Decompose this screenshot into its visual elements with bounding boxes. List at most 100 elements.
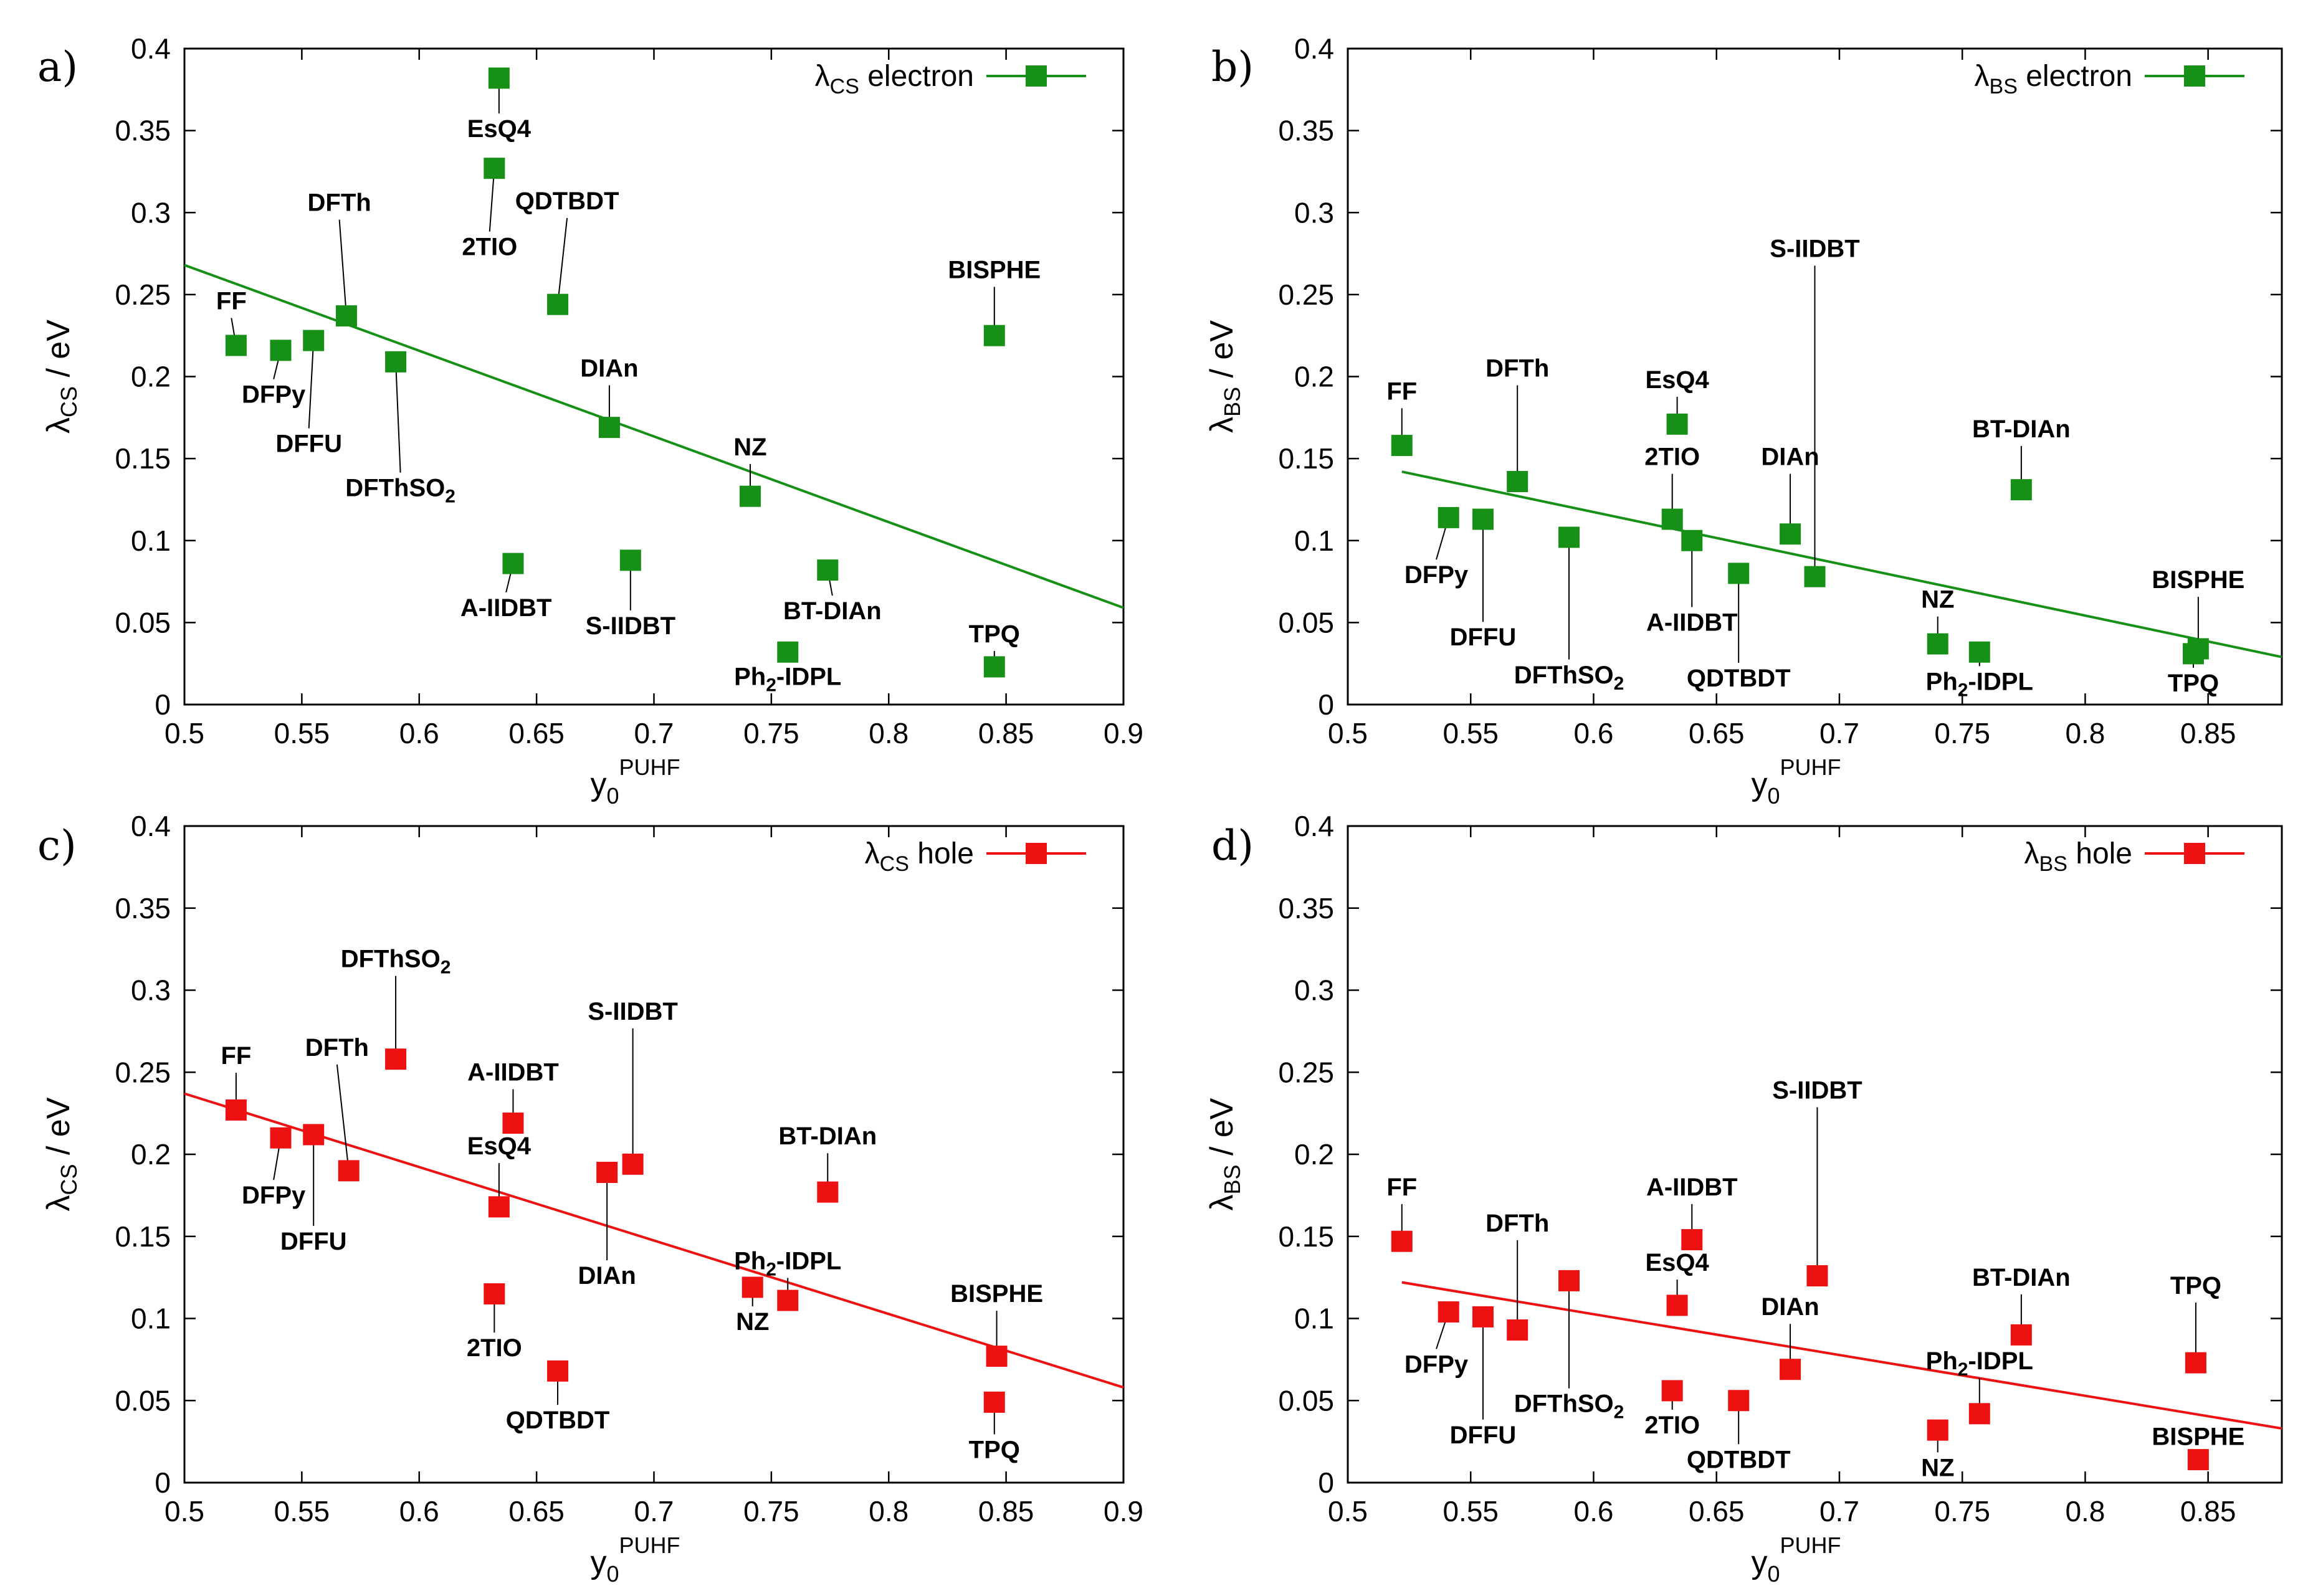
point-label-dfthso2: DFThSO2	[1514, 662, 1624, 694]
x-axis-label: y0PUHF	[1751, 1532, 1841, 1587]
point-label-bt-dian: BT-DIAn	[1972, 416, 2071, 443]
point-label-2tio: 2TIO	[1644, 1412, 1700, 1439]
y-tick-label: 0.15	[115, 442, 171, 475]
point-label-a-iidbt: A-IIDBT	[460, 594, 552, 622]
y-axis-label: λBS / eV	[1204, 320, 1245, 433]
y-tick-label: 0.3	[1294, 974, 1334, 1007]
point-bisphe	[983, 325, 1005, 346]
point-qdtbdt	[547, 293, 569, 315]
point-s-iidbt	[1804, 566, 1826, 587]
point-label-s-iidbt: S-IIDBT	[1772, 1076, 1862, 1104]
panel-label: b)	[1211, 43, 1254, 91]
panel-label: c)	[37, 822, 77, 870]
chart-panel-4: d) 0.5 0.55 0.6 0.65 0.7 0.75 0.8 0.85 0 0.05 0.1 0.…	[1204, 810, 2283, 1587]
point-s-iidbt	[619, 549, 641, 571]
point-label-ph2-idpl: Ph2-IDPL	[1926, 1347, 2033, 1380]
point-ff	[225, 335, 247, 356]
y-tick-label: 0.2	[131, 1138, 171, 1171]
point-label-dfpy: DFPy	[242, 381, 306, 409]
point-label-nz: NZ	[733, 434, 766, 461]
point-label-ff: FF	[221, 1042, 251, 1070]
point-2tio	[484, 158, 505, 179]
point-label-dian: DIAn	[1761, 1293, 1819, 1321]
point-label-esq4: EsQ4	[467, 115, 532, 143]
legend-marker	[1026, 843, 1047, 864]
point-dfthso2	[385, 1048, 407, 1070]
point-label-dfth: DFTh	[305, 1034, 369, 1062]
x-axis-label: y0PUHF	[590, 754, 680, 809]
x-tick-label: 0.9	[1104, 717, 1143, 749]
point-a-iidbt	[1681, 1229, 1703, 1251]
point-2tio	[1661, 508, 1683, 530]
point-esq4	[488, 1196, 510, 1218]
point-label-tpq: TPQ	[2170, 1272, 2221, 1299]
point-tpq	[983, 1391, 1005, 1413]
point-dfpy	[270, 1127, 292, 1149]
point-dffu	[303, 330, 325, 351]
chart-panel-2: b) 0.5 0.55 0.6 0.65 0.7 0.75 0.8 0.85 0 0.05 0.1 0.…	[1204, 32, 2283, 809]
x-tick-label: 0.8	[2065, 717, 2105, 749]
point-esq4	[1666, 1294, 1688, 1316]
y-tick-label: 0.4	[131, 810, 171, 842]
point-label-ff: FF	[216, 288, 247, 315]
y-tick-label: 0.05	[1278, 1384, 1334, 1417]
point-label-ph2-idpl: Ph2-IDPL	[1926, 668, 2033, 700]
y-tick-label: 0.15	[1278, 442, 1334, 475]
point-ph2-idpl	[777, 1290, 799, 1311]
plot-frame	[1347, 825, 2283, 1484]
x-tick-label: 0.6	[399, 717, 439, 749]
point-label-dfthso2: DFThSO2	[1514, 1390, 1624, 1423]
y-tick-label: 0	[155, 1466, 171, 1499]
y-tick-label: 0.4	[1294, 810, 1334, 842]
point-bisphe	[2187, 1449, 2209, 1471]
leader-line	[338, 219, 347, 316]
x-axis-label: y0PUHF	[1751, 754, 1841, 809]
point-bt-dian	[2010, 1324, 2032, 1346]
y-tick-label: 0.35	[115, 115, 171, 147]
point-dian	[598, 417, 620, 439]
point-qdtbdt	[547, 1360, 569, 1382]
point-2tio	[1661, 1380, 1683, 1402]
y-tick-label: 0.25	[115, 1056, 171, 1088]
y-tick-label: 0.25	[115, 278, 171, 311]
legend-label: λCS electron	[815, 60, 974, 98]
point-label-s-iidbt: S-IIDBT	[586, 612, 675, 640]
y-tick-label: 0.35	[1278, 892, 1334, 924]
point-bt-dian	[2010, 479, 2032, 501]
point-a-iidbt	[1681, 530, 1703, 551]
point-ph2-idpl	[1968, 1403, 1990, 1425]
point-esq4	[488, 67, 510, 89]
point-ph2-idpl	[1968, 641, 1990, 663]
y-tick-label: 0.05	[115, 1384, 171, 1417]
point-label-bisphe: BISPHE	[948, 257, 1041, 284]
y-tick-label: 0.1	[131, 1303, 171, 1335]
point-esq4	[1666, 413, 1688, 435]
y-tick-label: 0	[1318, 1466, 1334, 1499]
point-dffu	[1472, 508, 1494, 530]
point-label-dian: DIAn	[1761, 444, 1819, 471]
y-tick-label: 0.05	[1278, 606, 1334, 639]
leader-line	[336, 1064, 350, 1171]
point-a-iidbt	[502, 1112, 524, 1134]
point-label-dffu: DFFU	[275, 430, 342, 458]
y-tick-label: 0.4	[1294, 32, 1334, 65]
x-tick-label: 0.55	[274, 717, 330, 749]
legend-label: λBS electron	[1975, 60, 2132, 98]
plot-frame	[183, 825, 1125, 1484]
y-axis-label: λCS / eV	[41, 320, 82, 434]
point-label-esq4: EsQ4	[1645, 1249, 1709, 1276]
point-label-qdtbdt: QDTBDT	[1687, 665, 1791, 692]
x-tick-label: 0.7	[634, 1495, 674, 1527]
point-s-iidbt	[1806, 1265, 1828, 1286]
point-ff	[1391, 435, 1413, 457]
point-label-a-iidbt: A-IIDBT	[467, 1058, 559, 1086]
point-label-tpq: TPQ	[969, 620, 1020, 648]
point-label-dfpy: DFPy	[1404, 1351, 1469, 1378]
x-tick-label: 0.85	[2180, 717, 2236, 749]
y-tick-label: 0.2	[131, 361, 171, 393]
y-tick-label: 0.2	[1294, 1138, 1334, 1171]
point-label-dfthso2: DFThSO2	[345, 475, 455, 507]
x-tick-label: 0.7	[1819, 1495, 1859, 1527]
point-dian	[1780, 1359, 1801, 1380]
